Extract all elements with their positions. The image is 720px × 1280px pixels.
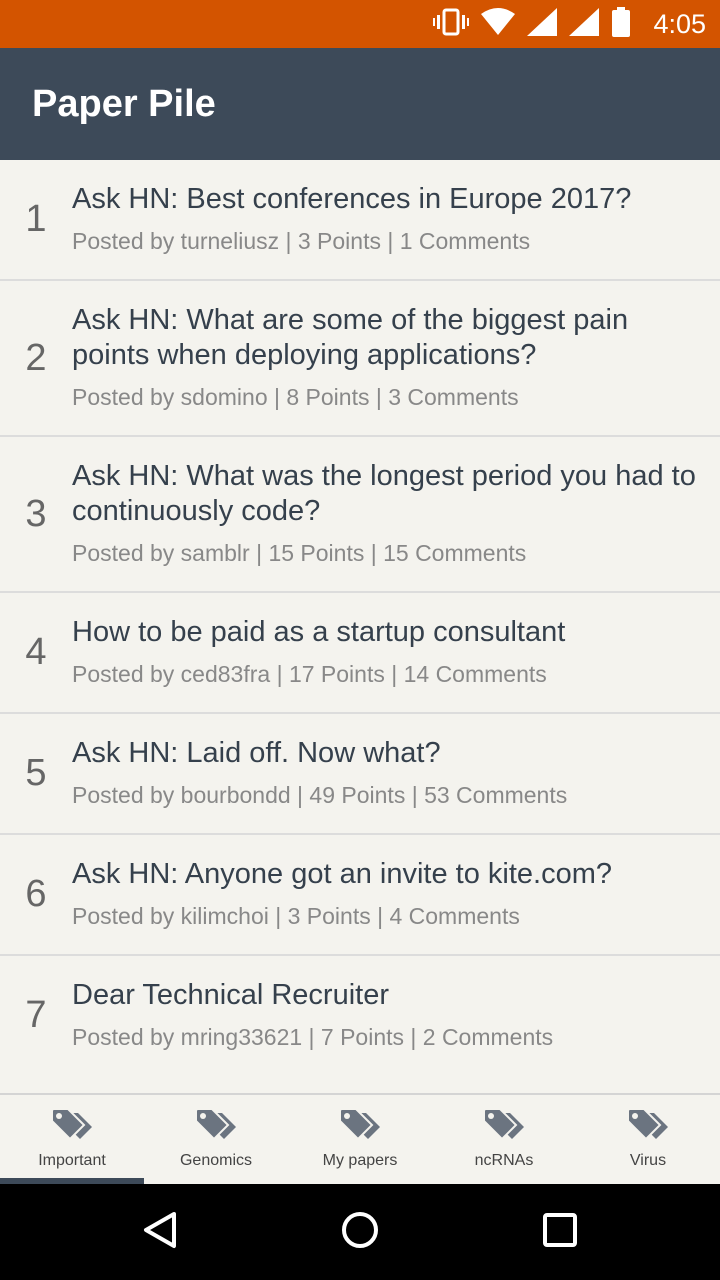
tab-my-papers[interactable]: My papers bbox=[288, 1095, 432, 1184]
tab-genomics[interactable]: Genomics bbox=[144, 1095, 288, 1184]
app-title: Paper Pile bbox=[32, 83, 216, 125]
story-meta: Posted by bourbondd | 49 Points | 53 Com… bbox=[72, 782, 568, 808]
story-meta: Posted by ced83fra | 17 Points | 14 Comm… bbox=[72, 661, 547, 687]
story-item[interactable]: 3 Ask HN: What was the longest period yo… bbox=[0, 437, 720, 593]
story-item[interactable]: 4 How to be paid as a startup consultant… bbox=[0, 593, 720, 714]
story-rank: 3 bbox=[25, 492, 47, 535]
story-item[interactable]: 6 Ask HN: Anyone got an invite to kite.c… bbox=[0, 835, 720, 956]
recents-icon bbox=[540, 1210, 580, 1255]
story-meta: Posted by kilimchoi | 3 Points | 4 Comme… bbox=[72, 903, 520, 929]
tab-bar: Important Genomics My papers bbox=[0, 1093, 720, 1184]
story-title[interactable]: Ask HN: Best conferences in Europe 2017? bbox=[72, 183, 632, 215]
tab-label: My papers bbox=[322, 1152, 398, 1169]
tab-label: Virus bbox=[629, 1152, 667, 1169]
story-rank: 1 bbox=[25, 198, 47, 240]
tag-icon bbox=[50, 1107, 94, 1148]
story-item[interactable]: 7 Dear Technical Recruiter Posted by mri… bbox=[0, 956, 720, 1075]
tab-virus[interactable]: Virus bbox=[576, 1095, 720, 1184]
tag-icon bbox=[482, 1107, 526, 1148]
recents-button[interactable] bbox=[530, 1202, 590, 1262]
story-rank: 6 bbox=[25, 873, 47, 915]
tag-icon bbox=[338, 1107, 382, 1148]
status-bar: 4:05 bbox=[0, 0, 720, 48]
back-button[interactable] bbox=[130, 1202, 190, 1262]
battery-icon bbox=[611, 6, 631, 42]
story-title[interactable]: Dear Technical Recruiter bbox=[72, 979, 389, 1011]
back-icon bbox=[140, 1210, 180, 1255]
story-item[interactable]: 2 Ask HN: What are some of the biggest p… bbox=[0, 281, 720, 437]
app-bar: Paper Pile bbox=[0, 48, 720, 160]
story-title[interactable]: How to be paid as a startup consultant bbox=[72, 616, 566, 648]
status-time: 4:05 bbox=[653, 8, 706, 39]
story-meta: Posted by turneliusz | 3 Points | 1 Comm… bbox=[72, 228, 531, 254]
story-item[interactable]: 1 Ask HN: Best conferences in Europe 201… bbox=[0, 160, 720, 281]
story-title[interactable]: Ask HN: Laid off. Now what? bbox=[72, 737, 441, 769]
tab-ncrnas[interactable]: ncRNAs bbox=[432, 1095, 576, 1184]
story-title[interactable]: Ask HN: What was the longest period you … bbox=[72, 460, 696, 527]
story-meta: Posted by sdomino | 8 Points | 3 Comment… bbox=[72, 384, 519, 410]
story-item[interactable]: 5 Ask HN: Laid off. Now what? Posted by … bbox=[0, 714, 720, 835]
story-title[interactable]: Ask HN: Anyone got an invite to kite.com… bbox=[72, 858, 612, 890]
nav-bar bbox=[0, 1184, 720, 1280]
story-list[interactable]: 1 Ask HN: Best conferences in Europe 201… bbox=[0, 160, 720, 1093]
story-rank: 4 bbox=[25, 631, 47, 673]
signal-icon bbox=[569, 7, 600, 41]
wifi-icon bbox=[481, 7, 516, 41]
vibrate-icon bbox=[433, 7, 470, 42]
tab-label: Important bbox=[38, 1152, 106, 1169]
story-meta: Posted by samblr | 15 Points | 15 Commen… bbox=[72, 540, 527, 566]
tab-label: Genomics bbox=[179, 1152, 253, 1169]
home-button[interactable] bbox=[330, 1202, 390, 1262]
story-rank: 2 bbox=[25, 336, 47, 379]
tag-icon bbox=[194, 1107, 238, 1148]
tab-important[interactable]: Important bbox=[0, 1095, 144, 1184]
home-icon bbox=[340, 1210, 380, 1255]
signal-icon bbox=[527, 7, 558, 41]
story-meta: Posted by mring33621 | 7 Points | 2 Comm… bbox=[72, 1024, 554, 1050]
story-rank: 7 bbox=[25, 994, 47, 1036]
tag-icon bbox=[626, 1107, 670, 1148]
status-icons: 4:05 bbox=[433, 0, 706, 48]
tab-label: ncRNAs bbox=[474, 1152, 534, 1169]
story-rank: 5 bbox=[25, 752, 47, 794]
story-title[interactable]: Ask HN: What are some of the biggest pai… bbox=[72, 304, 629, 371]
